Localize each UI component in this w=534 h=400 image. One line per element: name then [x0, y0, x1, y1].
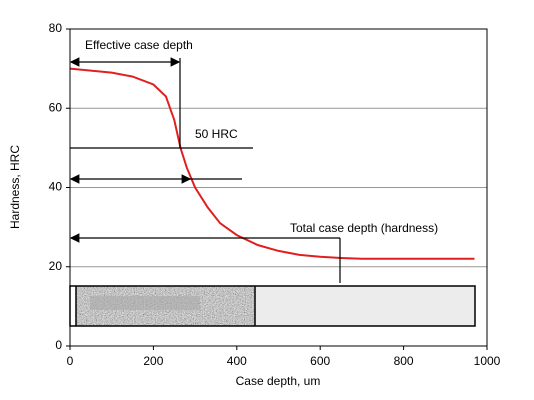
annotations: Effective case depth 50 HRC Total case d… [69, 38, 438, 283]
annotation: Effective case depth [85, 38, 193, 52]
annotation: Total case depth (hardness) [290, 221, 438, 235]
curve-layer [69, 67, 475, 260]
x-axis-title: Case depth, um [236, 374, 321, 388]
x-tick-label: 1000 [474, 354, 501, 368]
y-axis-title: Hardness, HRC [8, 145, 22, 229]
annotation: 50 HRC [195, 127, 238, 141]
y-tick-label: 80 [49, 21, 63, 35]
x-tick-label: 400 [227, 354, 247, 368]
hardness-curve [69, 67, 475, 260]
core-layer [255, 286, 475, 326]
x-tick-label: 0 [67, 354, 74, 368]
y-tick-label: 20 [49, 259, 63, 273]
microstructure-bar [69, 285, 476, 327]
x-tick-label: 200 [143, 354, 163, 368]
y-tick-label: 0 [55, 338, 62, 352]
case-spot [90, 296, 200, 310]
x-tick-label: 600 [310, 354, 330, 368]
y-tick-label: 60 [49, 100, 63, 114]
x-tick-label: 800 [394, 354, 414, 368]
y-tick-label: 40 [49, 180, 63, 194]
